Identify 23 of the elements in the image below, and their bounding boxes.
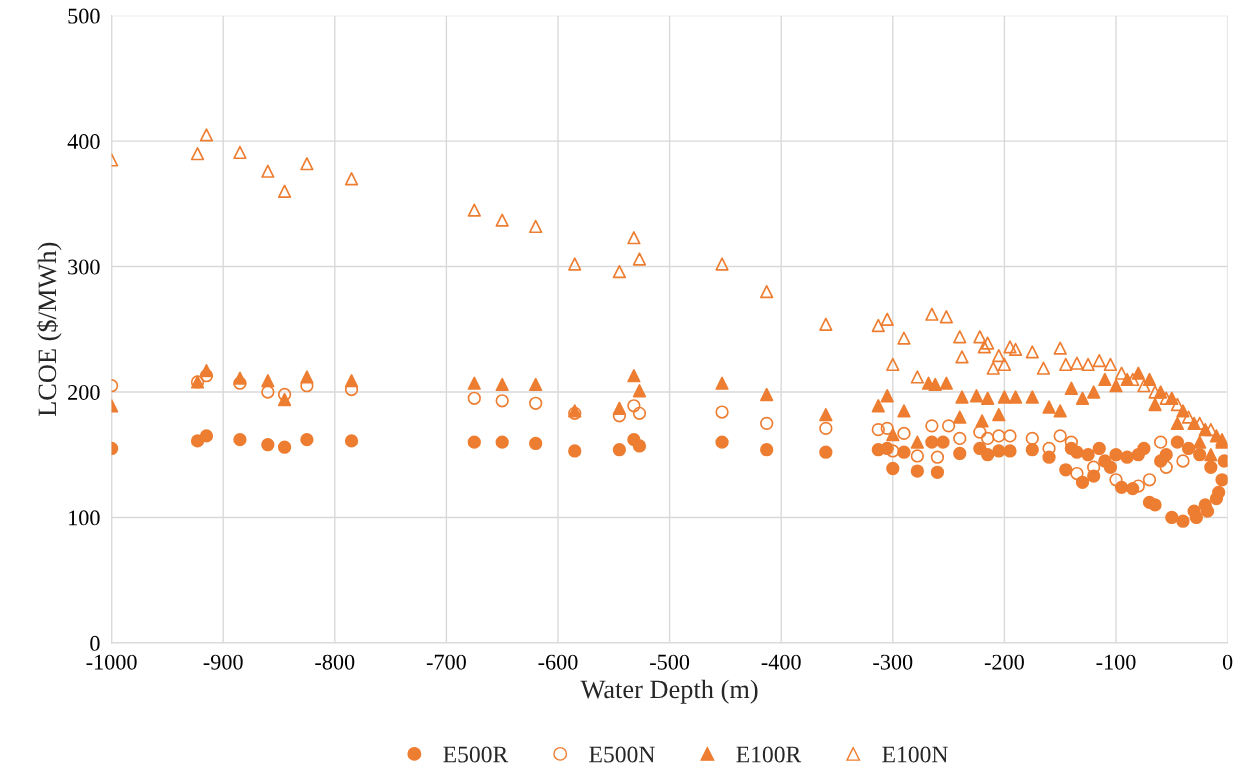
x-tick-label: -400 (761, 654, 801, 670)
y-tick-label: 100 (69, 510, 100, 526)
legend-label: E100R (736, 746, 802, 763)
y-tick-label: 400 (67, 134, 100, 150)
x-tick-label: -100 (1096, 654, 1136, 670)
x-tick-label: 0 (1222, 654, 1233, 670)
x-tick-label: -900 (203, 654, 243, 670)
x-tick-label: -700 (426, 654, 466, 670)
x-tick-label: -600 (538, 654, 578, 670)
y-tick-label: 0 (90, 635, 100, 651)
y-tick-label: 500 (68, 8, 100, 24)
legend-label: E500N (589, 746, 655, 763)
y-tick-label: 300 (68, 259, 100, 275)
y-tick-label: 200 (68, 384, 100, 400)
y-axis-title: LCOE ($/MWh) (36, 242, 62, 417)
x-tick-label: -500 (650, 654, 690, 670)
x-tick-label: -300 (873, 654, 913, 670)
x-tick-label: -1000 (86, 654, 137, 670)
x-tick-label: -800 (315, 654, 355, 670)
x-axis-title: Water Depth (m) (580, 679, 758, 704)
legend-label: E500R (443, 746, 509, 763)
x-tick-label: -200 (984, 654, 1024, 670)
legend-label: E100N (882, 746, 948, 763)
